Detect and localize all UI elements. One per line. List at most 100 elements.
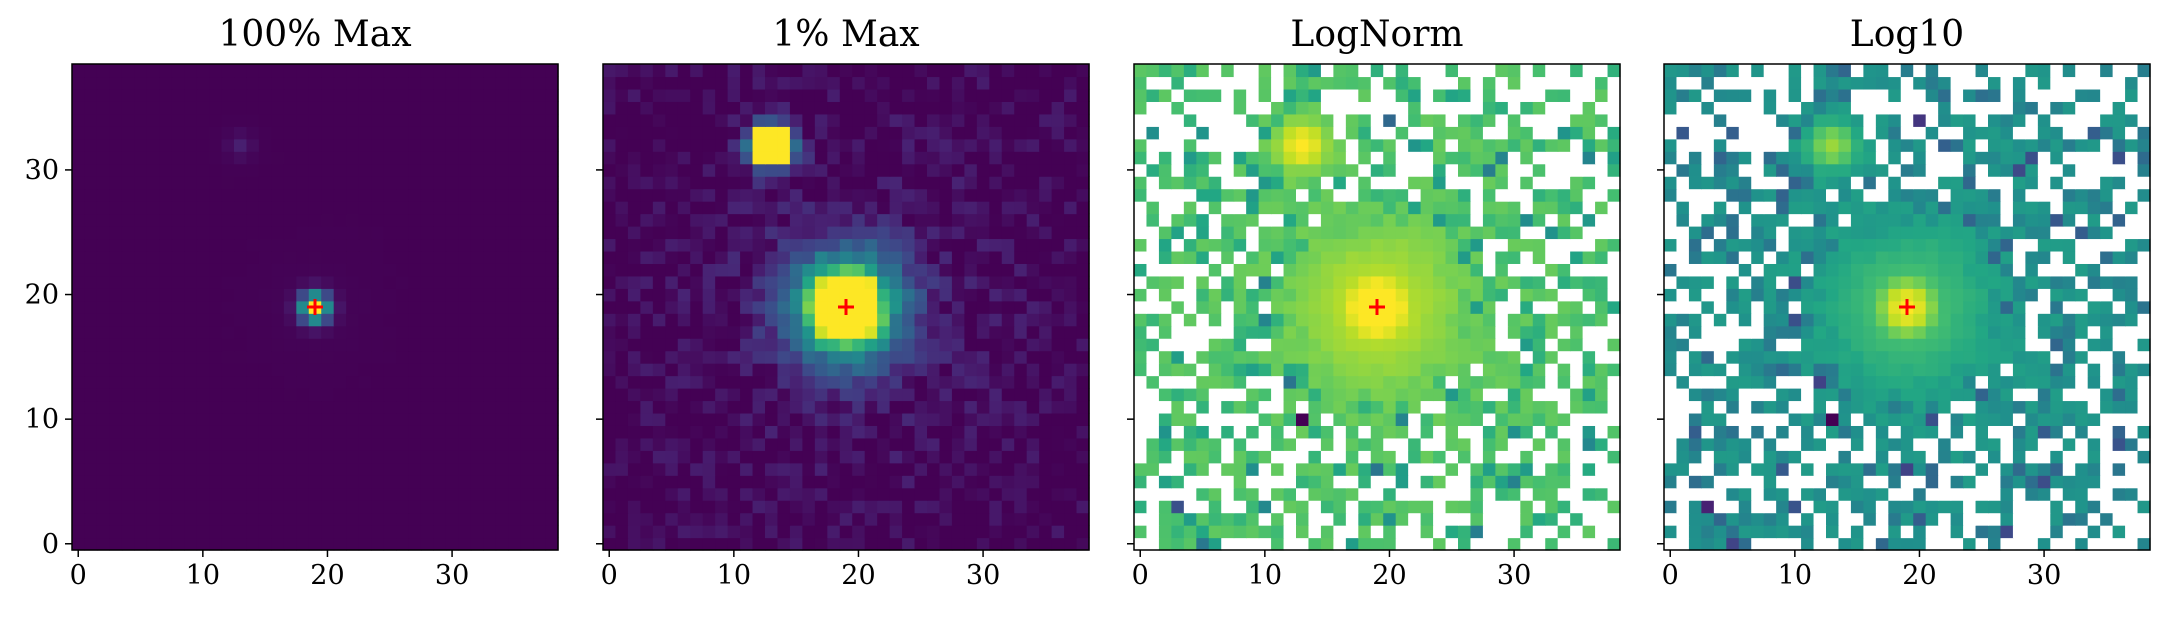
- heatmap-cell: [852, 188, 866, 202]
- heatmap-cell: [184, 176, 198, 190]
- heatmap-cell: [495, 213, 509, 227]
- heatmap-cell: [976, 176, 990, 190]
- heatmap-cell: [1395, 500, 1409, 514]
- heatmap-cell: [383, 238, 397, 252]
- heatmap-cell: [640, 363, 654, 377]
- heatmap-cell: [1383, 226, 1397, 240]
- heatmap-cell: [1433, 226, 1447, 240]
- heatmap-cell: [1520, 201, 1534, 215]
- heatmap-cell: [740, 400, 754, 414]
- heatmap-cell: [246, 288, 260, 302]
- heatmap-cell: [520, 325, 534, 339]
- heatmap-cell: [1495, 338, 1509, 352]
- heatmap-cell: [1345, 325, 1359, 339]
- heatmap-cell: [1507, 263, 1521, 277]
- heatmap-cell: [1888, 450, 1902, 464]
- heatmap-cell: [1445, 76, 1459, 90]
- heatmap-cell: [445, 400, 459, 414]
- heatmap-cell: [1158, 388, 1172, 402]
- heatmap-cell: [665, 487, 679, 501]
- heatmap-cell: [1570, 238, 1584, 252]
- heatmap-cell: [727, 288, 741, 302]
- heatmap-cell: [408, 338, 422, 352]
- heatmap-cell: [839, 113, 853, 127]
- heatmap-cell: [321, 238, 335, 252]
- heatmap-cell: [665, 325, 679, 339]
- heatmap-cell: [1026, 263, 1040, 277]
- heatmap-cell: [72, 500, 86, 514]
- heatmap-cell: [1888, 512, 1902, 526]
- heatmap-cell: [1320, 325, 1334, 339]
- heatmap-cell: [1171, 263, 1185, 277]
- heatmap-cell: [1171, 126, 1185, 140]
- heatmap-cell: [1320, 300, 1334, 314]
- heatmap-cell: [533, 76, 547, 90]
- heatmap-cell: [1158, 163, 1172, 177]
- heatmap-cell: [483, 250, 497, 264]
- heatmap-cell: [1183, 263, 1197, 277]
- heatmap-cell: [1333, 250, 1347, 264]
- heatmap-cell: [1171, 275, 1185, 289]
- heatmap-cell: [1420, 313, 1434, 327]
- heatmap-cell: [458, 350, 472, 364]
- heatmap-cell: [508, 388, 522, 402]
- heatmap-cell: [358, 500, 372, 514]
- heatmap-cell: [927, 412, 941, 426]
- heatmap-cell: [1221, 88, 1235, 102]
- heatmap-cell: [470, 388, 484, 402]
- heatmap-cells: [1664, 64, 2151, 551]
- heatmap-cell: [221, 475, 235, 489]
- heatmap-cell: [1051, 300, 1065, 314]
- heatmap-cell: [296, 375, 310, 389]
- heatmap-cell: [134, 176, 148, 190]
- heatmap-cell: [246, 226, 260, 240]
- heatmap-cell: [371, 163, 385, 177]
- heatmap-cell: [1283, 512, 1297, 526]
- heatmap-cell: [1900, 500, 1914, 514]
- heatmap-cell: [545, 275, 559, 289]
- heatmap-cell: [171, 88, 185, 102]
- heatmap-cell: [1196, 487, 1210, 501]
- heatmap-cell: [777, 400, 791, 414]
- heatmap-cell: [1026, 363, 1040, 377]
- heatmap-cell: [864, 250, 878, 264]
- heatmap-cell: [483, 288, 497, 302]
- heatmap-cell: [1308, 425, 1322, 439]
- heatmap-cell: [1246, 450, 1260, 464]
- heatmap-cell: [520, 375, 534, 389]
- heatmap-cell: [2100, 450, 2114, 464]
- heatmap-cell: [72, 263, 86, 277]
- heatmap-cell: [1320, 163, 1334, 177]
- heatmap-cell: [1320, 475, 1334, 489]
- heatmap-cell: [1171, 462, 1185, 476]
- heatmap-cell: [839, 537, 853, 551]
- heatmap-cell: [789, 400, 803, 414]
- heatmap-cell: [1408, 537, 1422, 551]
- heatmap-cell: [839, 462, 853, 476]
- heatmap-cell: [159, 412, 173, 426]
- heatmap-cell: [1570, 188, 1584, 202]
- heatmap-cell: [234, 400, 248, 414]
- heatmap-cell: [652, 238, 666, 252]
- heatmap-cell: [396, 375, 410, 389]
- heatmap-cell: [1358, 325, 1372, 339]
- heatmap-cell: [333, 101, 347, 115]
- heatmap-cell: [346, 64, 360, 78]
- heatmap-cell: [2000, 500, 2014, 514]
- heatmap-cell: [1470, 76, 1484, 90]
- heatmap-cell: [652, 76, 666, 90]
- heatmap-cell: [2087, 462, 2101, 476]
- heatmap-cell: [1014, 213, 1028, 227]
- heatmap-cell: [1196, 64, 1210, 78]
- heatmap-cell: [1183, 525, 1197, 539]
- heatmap-cell: [433, 500, 447, 514]
- heatmap-cell: [483, 176, 497, 190]
- heatmap-cell: [627, 88, 641, 102]
- heatmap-cell: [72, 388, 86, 402]
- heatmap-cell: [1570, 201, 1584, 215]
- heatmap-cell: [1445, 388, 1459, 402]
- heatmap-cell: [1076, 226, 1090, 240]
- heatmap-cell: [1271, 176, 1285, 190]
- heatmap-cell: [827, 500, 841, 514]
- heatmap-cell: [1495, 525, 1509, 539]
